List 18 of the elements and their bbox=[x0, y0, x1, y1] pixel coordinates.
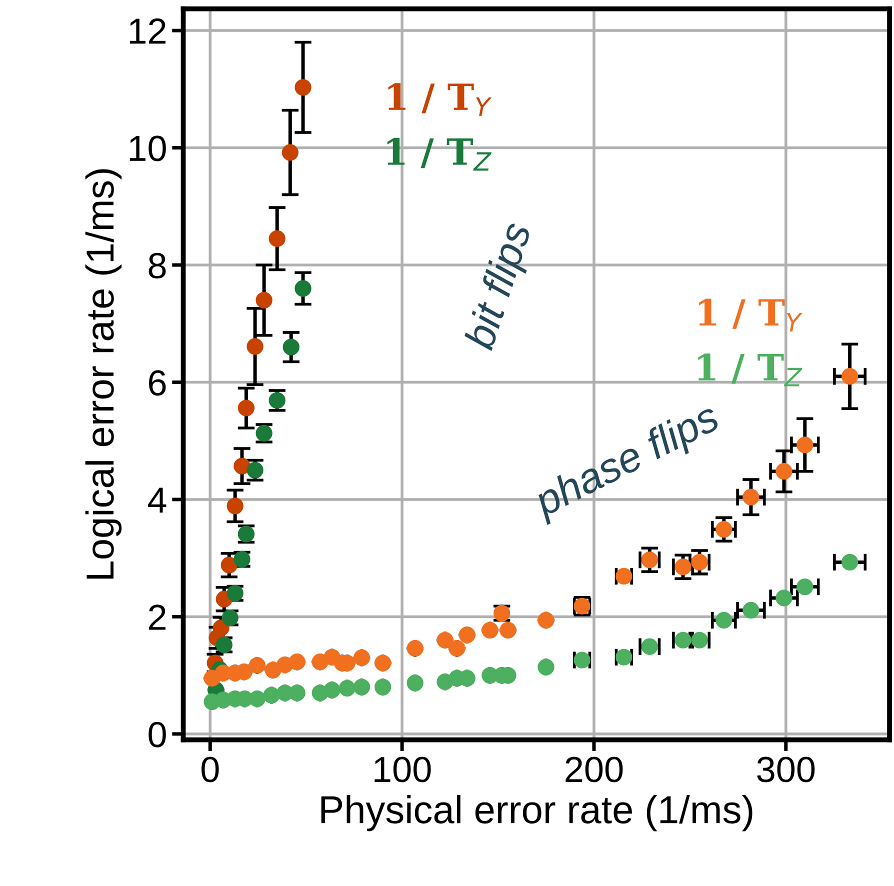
series-label: 1 / T$_{Y}$ bbox=[699, 298, 802, 332]
y-axis-title: Logical error rate (1/ms) bbox=[85, 169, 122, 579]
y-tick-label: 10 bbox=[130, 136, 166, 162]
y-tick-label: 0 bbox=[148, 722, 166, 748]
y-tick-label: 2 bbox=[149, 604, 166, 630]
annotation: bit flips bbox=[462, 220, 540, 354]
text: 1 / T$_{Z}$ bbox=[698, 354, 802, 386]
x-tick-label: 0 bbox=[202, 756, 219, 782]
x-tick-label: 300 bbox=[757, 756, 815, 782]
x-tick-label: 200 bbox=[566, 756, 623, 782]
y-tick-label: 12 bbox=[130, 18, 166, 44]
text: 1 / T$_{Z}$ bbox=[387, 138, 492, 171]
y-tick-label: 6 bbox=[149, 370, 166, 396]
x-tick-label: 100 bbox=[374, 756, 431, 782]
x-axis-title: Physical error rate (1/ms) bbox=[321, 795, 752, 832]
text: 1 / T$_{Y}$ bbox=[388, 83, 492, 116]
y-tick-label: 8 bbox=[148, 252, 166, 278]
y-tick-label: 4 bbox=[148, 488, 166, 513]
